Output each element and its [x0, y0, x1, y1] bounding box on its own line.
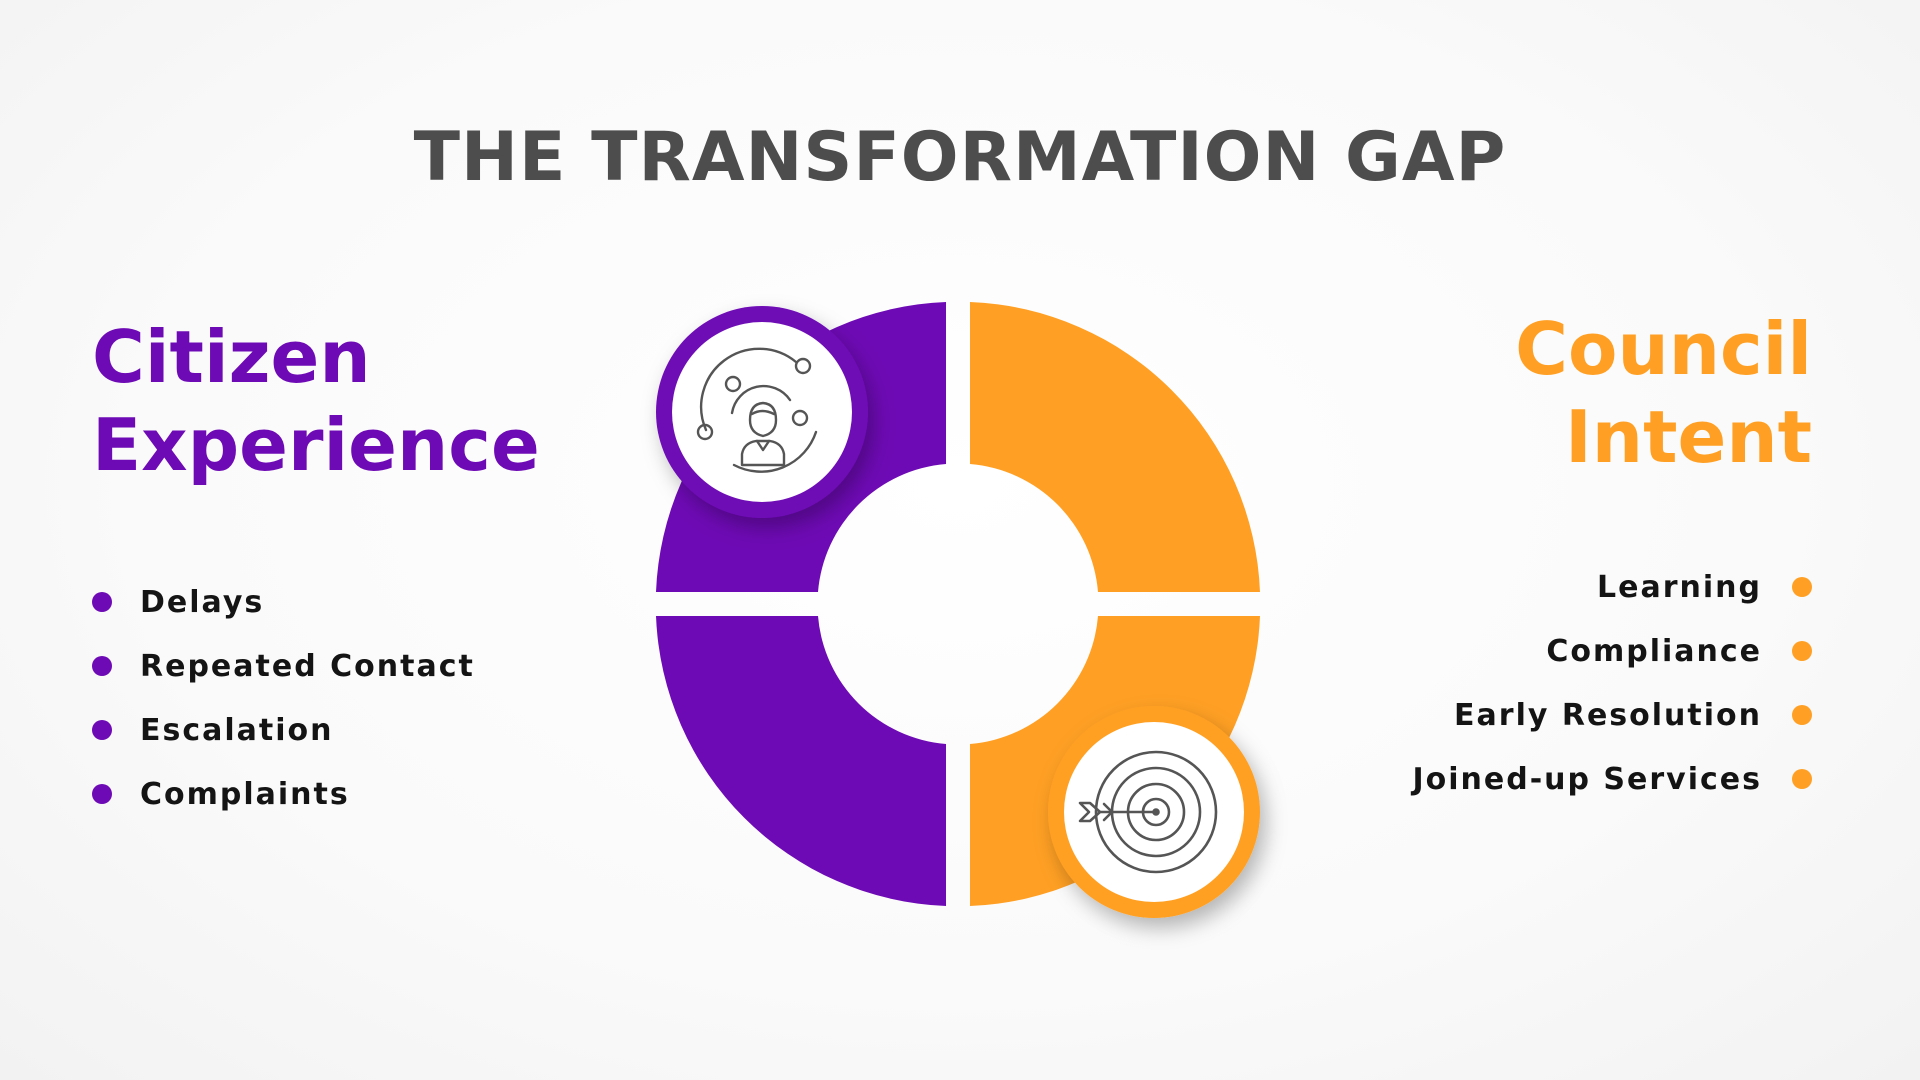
list-item-label: Escalation	[140, 712, 334, 748]
bullet-dot	[1792, 577, 1812, 597]
list-item: Compliance	[1412, 619, 1812, 683]
list-item-label: Joined-up Services	[1412, 761, 1762, 797]
citizen-experience-heading: Citizen Experience	[92, 313, 540, 489]
bullet-dot	[92, 784, 112, 804]
bullet-dot	[92, 656, 112, 676]
list-item: Learning	[1412, 555, 1812, 619]
citizen-issues-list: Delays Repeated Contact Escalation Compl…	[92, 570, 475, 826]
list-item-label: Delays	[140, 584, 265, 620]
citizen-heading-line1: Citizen	[92, 315, 371, 399]
list-item: Escalation	[92, 698, 475, 762]
council-heading-line2: Intent	[1565, 395, 1812, 479]
list-item: Complaints	[92, 762, 475, 826]
council-quadrant-top	[970, 302, 1260, 592]
list-item: Joined-up Services	[1412, 747, 1812, 811]
list-item-label: Repeated Contact	[140, 648, 475, 684]
bullet-dot	[1792, 641, 1812, 661]
person-orbit-icon	[696, 347, 818, 473]
list-item-label: Complaints	[140, 776, 350, 812]
target-arrow-icon	[1078, 750, 1218, 874]
citizen-quadrant-bottom	[656, 616, 946, 906]
citizen-heading-line2: Experience	[92, 403, 540, 487]
bullet-dot	[1792, 705, 1812, 725]
list-item: Repeated Contact	[92, 634, 475, 698]
list-item: Early Resolution	[1412, 683, 1812, 747]
bullet-dot	[1792, 769, 1812, 789]
council-heading-line1: Council	[1515, 307, 1812, 391]
council-intent-heading: Council Intent	[1515, 305, 1812, 481]
list-item-label: Learning	[1597, 569, 1762, 605]
list-item-label: Early Resolution	[1454, 697, 1762, 733]
bullet-dot	[92, 720, 112, 740]
list-item: Delays	[92, 570, 475, 634]
council-goals-list: Learning Compliance Early Resolution Joi…	[1412, 555, 1812, 811]
page-title: THE TRANSFORMATION GAP	[413, 118, 1507, 197]
bullet-dot	[92, 592, 112, 612]
list-item-label: Compliance	[1546, 633, 1762, 669]
